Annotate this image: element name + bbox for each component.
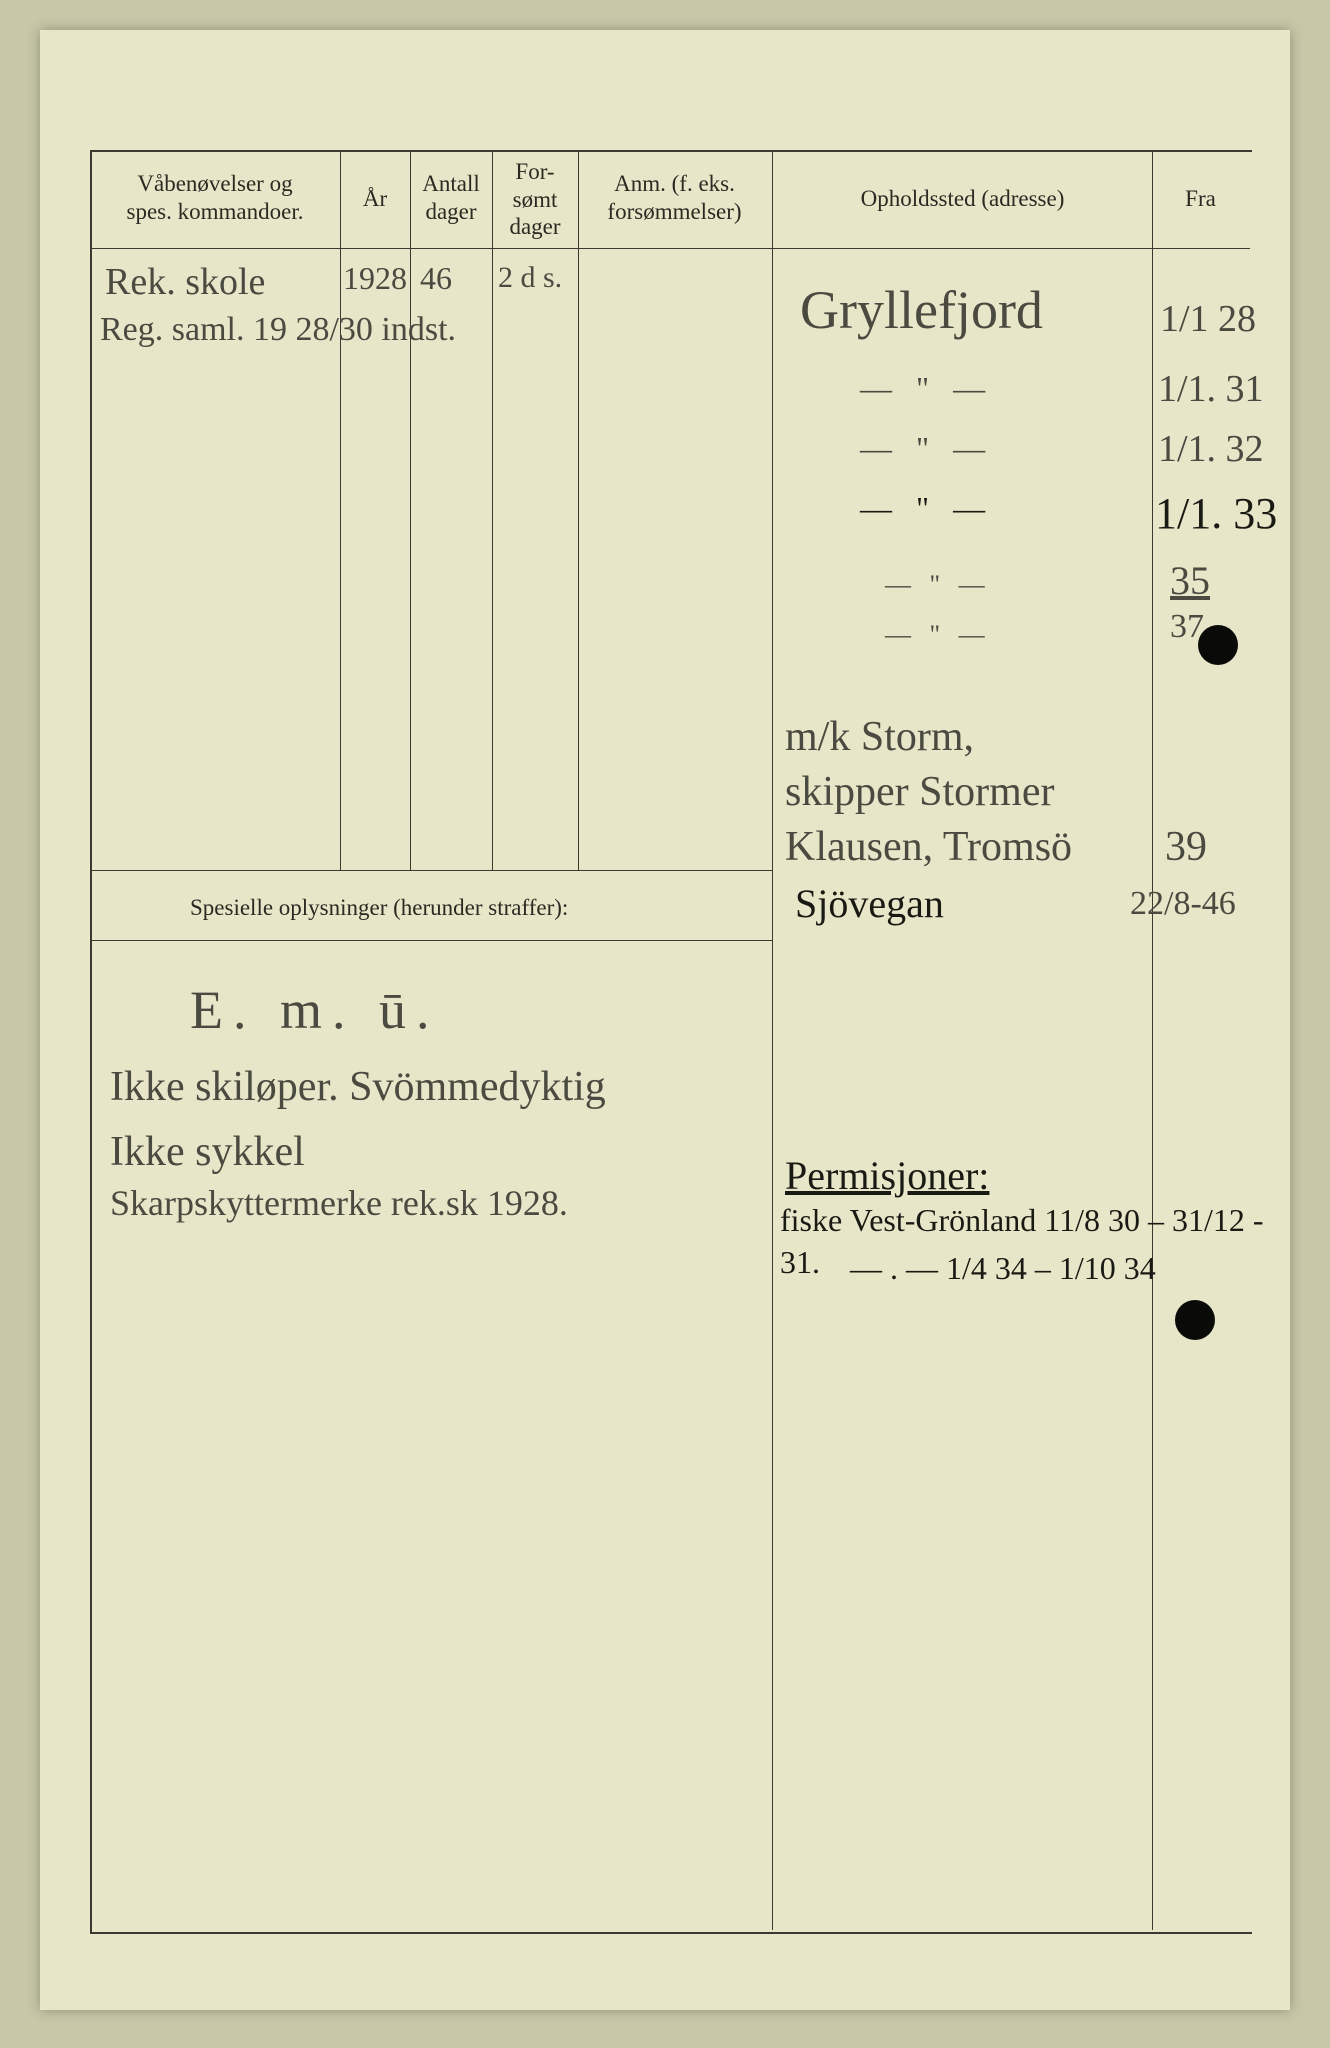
address-7a: m/k Storm, (785, 710, 974, 765)
address-3: — " — (860, 430, 993, 467)
special-section-top-rule (90, 870, 772, 871)
document-page: Våbenøvelser ogspes. kommandoer. År Anta… (40, 30, 1290, 2010)
header-exercises: Våbenøvelser ogspes. kommandoer. (100, 170, 330, 225)
header-days: Antalldager (413, 170, 489, 225)
col-divider-6 (1152, 150, 1153, 1930)
col-divider-2 (410, 150, 411, 870)
col-divider-5 (772, 150, 773, 1930)
address-8-from: 22/8-46 (1130, 882, 1236, 926)
address-4: — " — (860, 490, 993, 527)
header-from: Fra (1158, 185, 1243, 213)
address-4-from: 1/1. 33 (1155, 485, 1277, 542)
special-section-title: Spesielle oplysninger (herunder straffer… (190, 895, 568, 921)
address-2: — " — (860, 370, 993, 407)
exercise-year-1: 1928 (343, 258, 407, 300)
address-8: Sjövegan (795, 878, 944, 930)
punch-hole-icon (1198, 625, 1238, 665)
col-divider-3 (492, 150, 493, 870)
exercise-name-2: Reg. saml. 19 28/30 indst. (100, 308, 456, 352)
address-7c: Klausen, Tromsö (785, 820, 1072, 875)
address-5: — " — (885, 570, 991, 600)
header-missed: For-sømtdager (495, 158, 575, 241)
address-7-from: 39 (1165, 820, 1207, 875)
special-line-1: E. m. ū. (190, 975, 440, 1045)
address-2-from: 1/1. 31 (1158, 365, 1264, 414)
header-bottom-rule (90, 248, 1250, 249)
special-line-4: Skarpskyttermerke rek.sk 1928. (110, 1180, 568, 1227)
address-3-from: 1/1. 32 (1158, 425, 1264, 474)
header-year: År (343, 185, 407, 213)
special-section-title-rule (90, 940, 772, 941)
address-6: — " — (885, 620, 991, 650)
exercise-days-1: 46 (420, 258, 452, 300)
col-divider-1 (340, 150, 341, 870)
permissions-title: Permisjoner: (785, 1150, 989, 1202)
special-line-3: Ikke sykkel (110, 1125, 305, 1180)
special-line-2: Ikke skiløper. Svömmedyktig (110, 1060, 606, 1115)
col-divider-4 (578, 150, 579, 870)
address-5-from: 35 (1170, 555, 1210, 607)
address-1: Gryllefjord (800, 275, 1043, 345)
address-1-from: 1/1 28 (1160, 295, 1256, 344)
permissions-line-2: — . — 1/4 34 – 1/10 34 (850, 1248, 1156, 1290)
header-address: Opholdssted (adresse) (780, 185, 1145, 213)
exercise-name-1: Rek. skole (105, 258, 265, 307)
address-7b: skipper Stormer (785, 765, 1054, 820)
punch-hole-icon (1175, 1300, 1215, 1340)
exercise-missed-1: 2 d s. (498, 258, 562, 297)
header-notes: Anm. (f. eks.forsømmelser) (582, 170, 767, 225)
